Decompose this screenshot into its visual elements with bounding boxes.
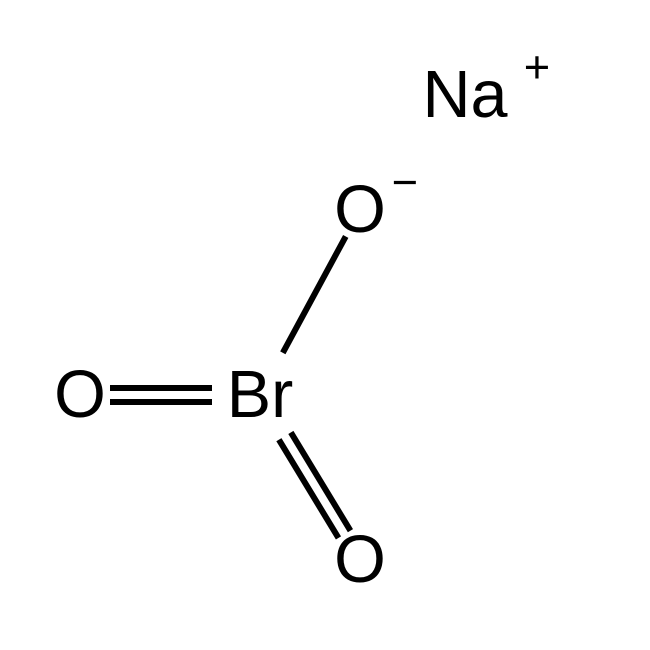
bond-line [279, 440, 339, 538]
bond-line [291, 432, 351, 530]
bond-line [283, 236, 346, 352]
atom-oxygen-left: O [54, 362, 106, 429]
bond-layer [0, 0, 650, 650]
chemical-structure-canvas: Na + O − Br O O [0, 0, 650, 650]
charge-oxygen-top: − [392, 159, 418, 204]
atom-oxygen-bottom: O [334, 527, 386, 594]
atom-bromine: Br [227, 362, 294, 429]
charge-sodium: + [524, 44, 550, 89]
atom-oxygen-top: O [334, 177, 386, 244]
atom-sodium: Na [422, 62, 507, 129]
